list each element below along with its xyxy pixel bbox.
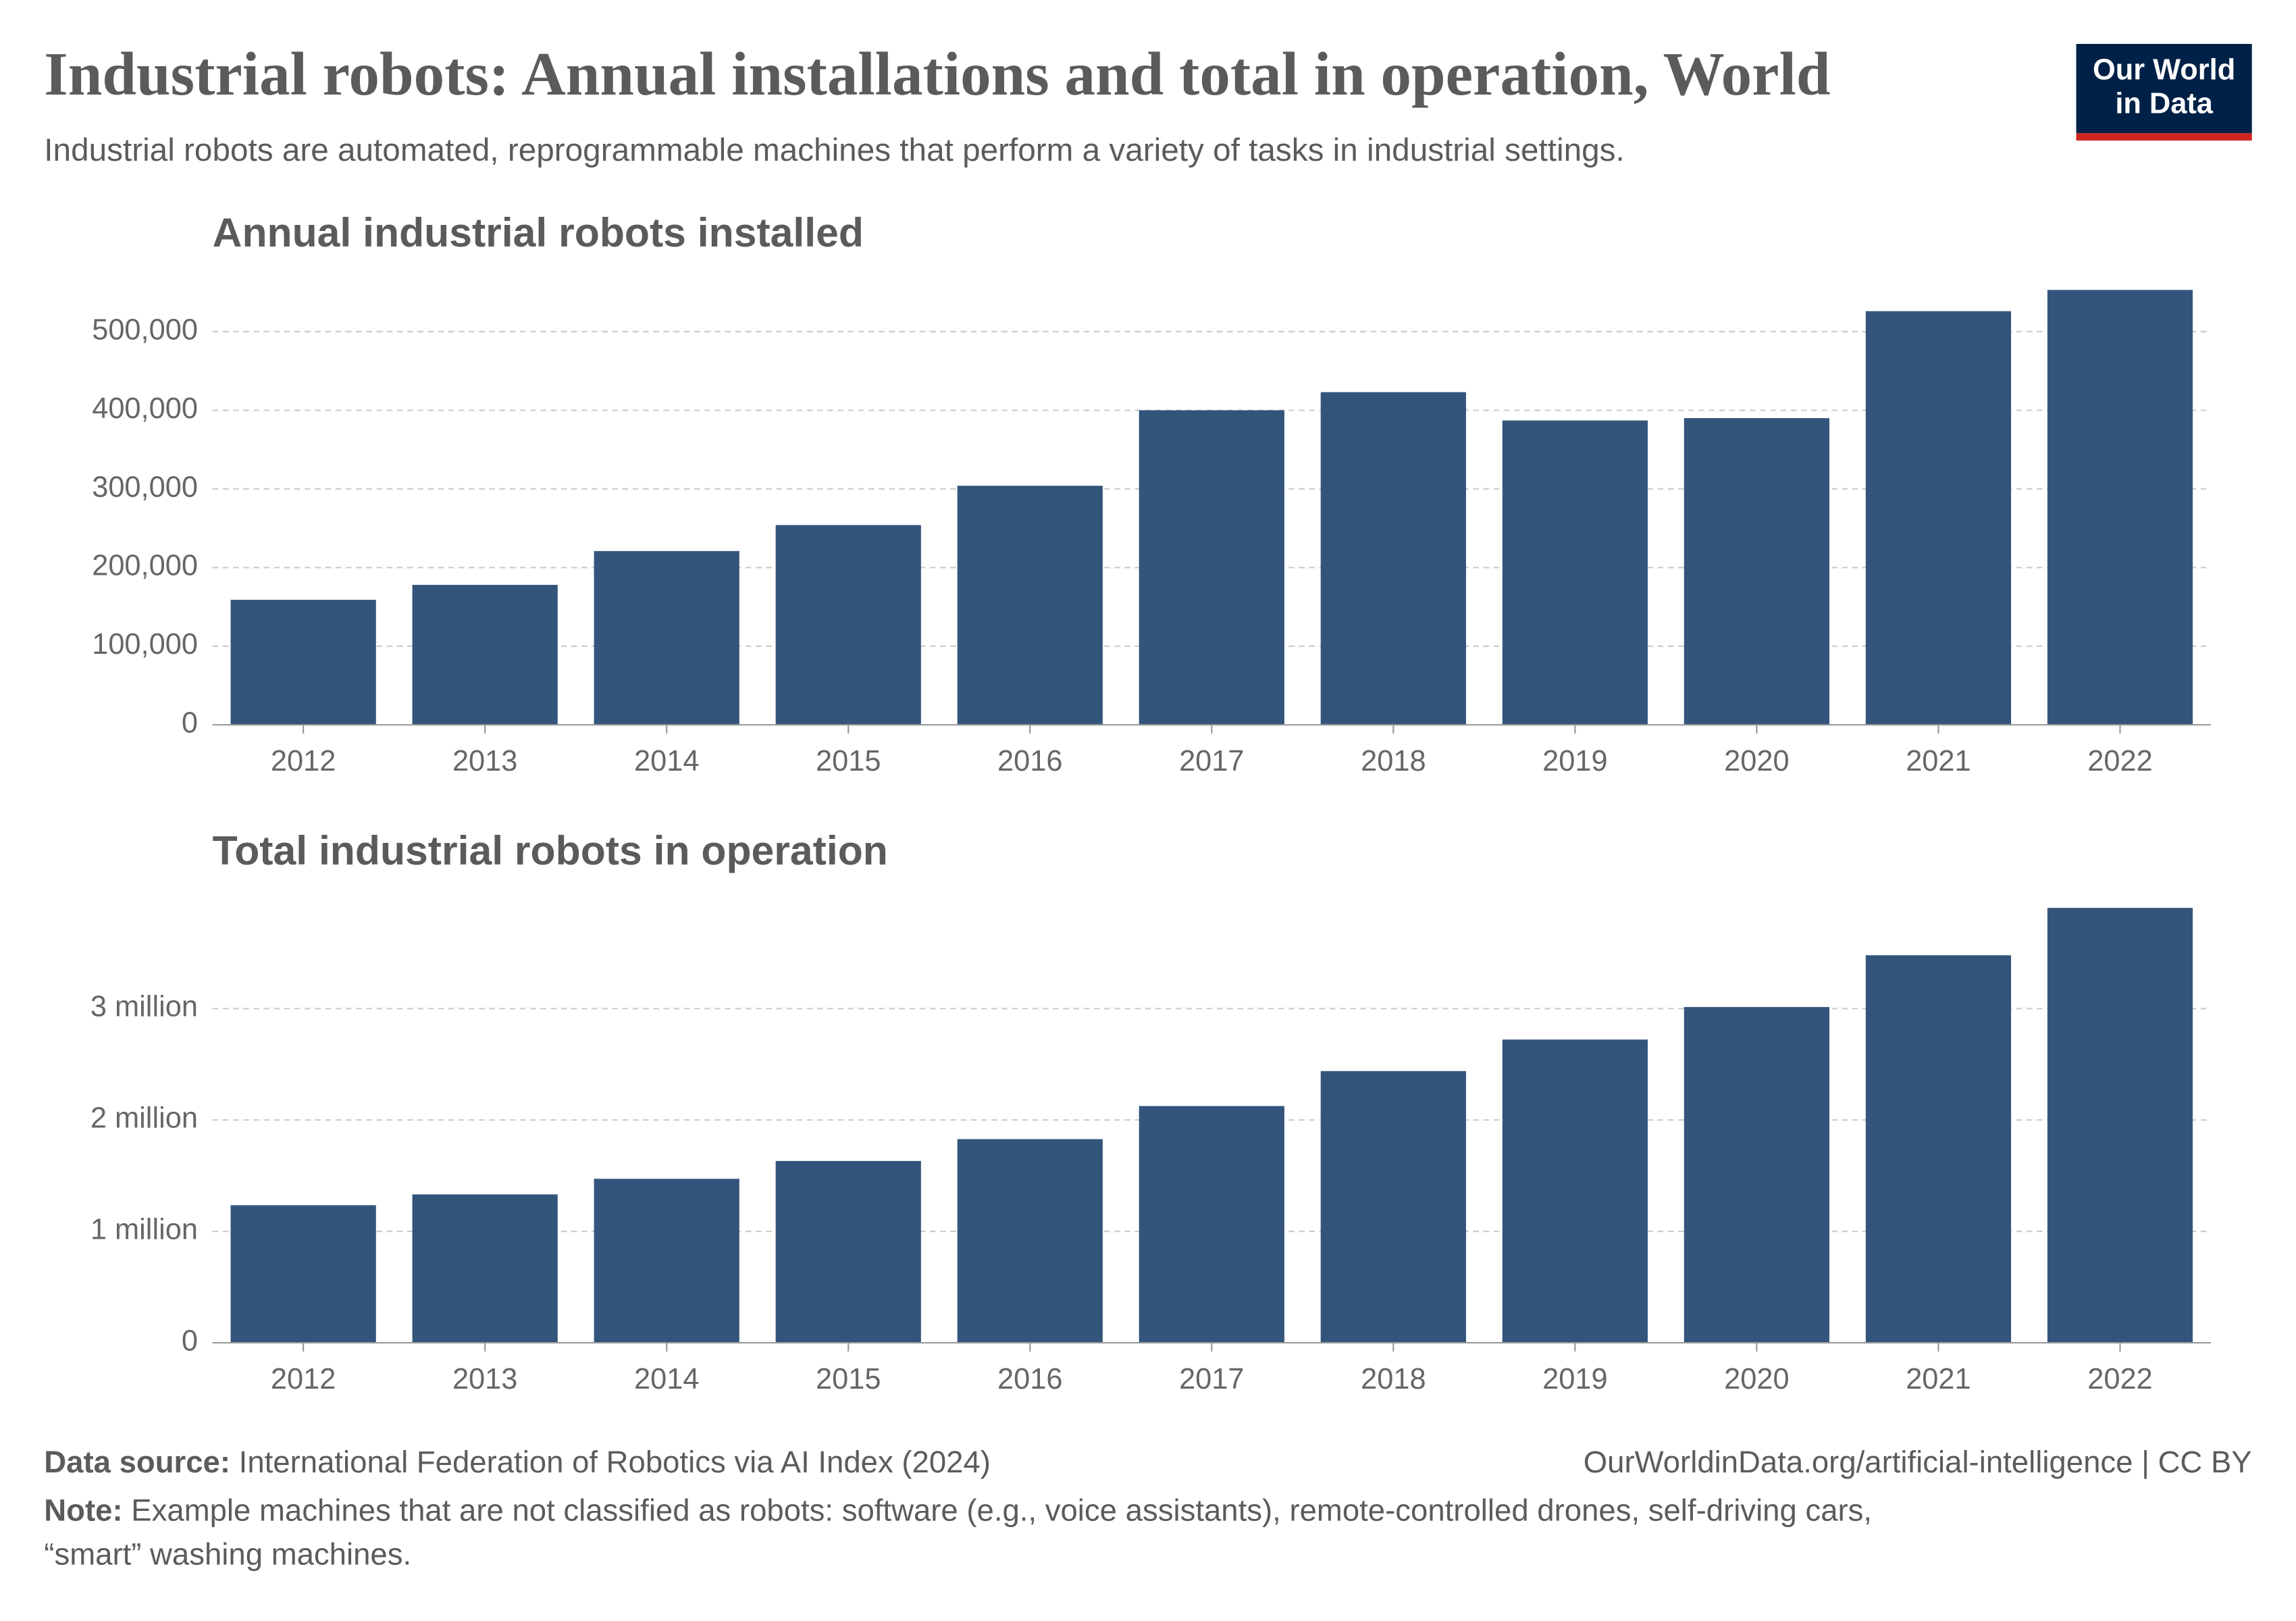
x-tick-label: 2014: [634, 745, 699, 777]
x-tick-label: 2013: [452, 1363, 517, 1395]
x-tick-label: 2012: [271, 1363, 336, 1395]
x-tick-label: 2017: [1179, 1363, 1244, 1395]
y-tick-label: 100,000: [92, 628, 198, 661]
bar: [1139, 1106, 1284, 1343]
note-text: “smart” washing machines.: [44, 1537, 411, 1572]
bar: [1684, 1006, 1830, 1343]
bar: [1139, 410, 1284, 725]
bar: [2047, 290, 2193, 725]
subtitle: Industrial robots are automated, reprogr…: [44, 132, 1624, 168]
x-tick-label: 2021: [1906, 745, 1971, 777]
y-tick-label: 500,000: [92, 313, 198, 346]
bar: [775, 525, 921, 725]
y-tick-label: 200,000: [92, 550, 198, 582]
x-tick-label: 2015: [816, 745, 881, 777]
url: OurWorldinData.org/artificial-intelligen…: [1584, 1445, 2252, 1479]
x-tick-label: 2022: [2087, 1363, 2152, 1395]
note-text: Example machines that are not classified…: [131, 1493, 1872, 1528]
logo-bar: [2076, 133, 2252, 141]
x-tick-label: 2020: [1724, 745, 1789, 777]
x-tick-label: 2018: [1361, 1363, 1426, 1395]
x-tick-label: 2019: [1542, 1363, 1607, 1395]
source: Data source: International Federation of…: [44, 1445, 991, 1479]
bar: [2047, 908, 2193, 1343]
y-tick-label: 3 million: [90, 991, 198, 1023]
note-label: Note:: [44, 1493, 122, 1528]
y-tick-label: 2 million: [90, 1102, 198, 1135]
chart-title: Annual industrial robots installed: [213, 209, 864, 255]
bar: [957, 1139, 1103, 1343]
y-tick-label: 0: [182, 707, 198, 740]
x-tick-label: 2022: [2087, 745, 2152, 777]
bar: [594, 1179, 739, 1343]
chart-title: Total industrial robots in operation: [213, 827, 888, 873]
x-tick-label: 2016: [997, 1363, 1062, 1395]
x-tick-label: 2014: [634, 1363, 699, 1395]
x-tick-label: 2018: [1361, 745, 1426, 777]
bar: [594, 550, 739, 725]
bar: [412, 1194, 558, 1343]
bar: [412, 584, 558, 725]
x-tick-label: 2019: [1542, 745, 1607, 777]
bar: [1502, 420, 1648, 725]
source-text: International Federation of Robotics via…: [239, 1445, 991, 1479]
bar: [1320, 392, 1466, 725]
bar: [957, 486, 1103, 725]
x-tick-label: 2017: [1179, 745, 1244, 777]
bar: [775, 1160, 921, 1343]
y-tick-label: 400,000: [92, 392, 198, 425]
bar: [1320, 1071, 1466, 1343]
x-tick-label: 2015: [816, 1363, 881, 1395]
bar: [230, 1205, 376, 1343]
logo-text: in Data: [2115, 88, 2213, 120]
logo-text: Our World: [2093, 54, 2235, 86]
y-tick-label: 0: [182, 1325, 198, 1358]
y-tick-label: 300,000: [92, 471, 198, 503]
bar: [1502, 1039, 1648, 1343]
bar: [1684, 418, 1830, 725]
logo-box: [2076, 44, 2252, 134]
x-tick-label: 2020: [1724, 1363, 1789, 1395]
x-tick-label: 2021: [1906, 1363, 1971, 1395]
x-tick-label: 2016: [997, 745, 1062, 777]
x-tick-label: 2012: [271, 745, 336, 777]
x-tick-label: 2013: [452, 745, 517, 777]
note: Note: Example machines that are not clas…: [44, 1493, 1872, 1528]
title: Industrial robots: Annual installations …: [44, 40, 1830, 108]
bar: [1865, 955, 2012, 1343]
bar: [1865, 311, 2012, 725]
y-tick-label: 1 million: [90, 1214, 198, 1246]
source-label: Data source:: [44, 1445, 230, 1479]
bar: [230, 600, 376, 725]
